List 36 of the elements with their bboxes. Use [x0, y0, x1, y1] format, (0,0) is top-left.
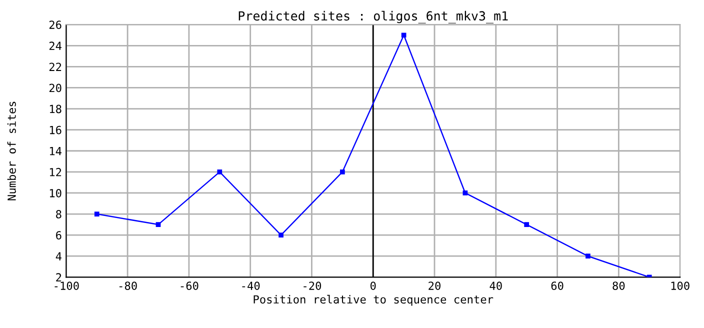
- point: [94, 212, 100, 216]
- x-tick-label: -80: [119, 282, 137, 290]
- x-tick-label: 60: [551, 282, 564, 290]
- y-tick-label: 16: [50, 126, 62, 134]
- point: [586, 254, 590, 259]
- x-tick-label: 40: [490, 282, 502, 290]
- y-tick-label: 6: [56, 231, 62, 240]
- x-axis-title: Position relative to sequence center: [254, 294, 494, 306]
- x-tick-label: -40: [242, 282, 260, 290]
- point: [278, 232, 284, 238]
- x-tick-label: 20: [428, 282, 440, 290]
- y-tick-label: 24: [49, 42, 62, 50]
- x-tick-label: -100: [54, 282, 79, 290]
- point: [401, 32, 406, 38]
- y-tick-label: 2: [56, 273, 62, 282]
- y-tick-label: 12: [50, 168, 62, 176]
- y-tick-label: 18: [50, 104, 62, 114]
- point: [340, 169, 345, 174]
- y-tick-label: 22: [49, 62, 62, 71]
- point: [156, 222, 161, 227]
- y-tick-label: 20: [49, 84, 62, 92]
- y-axis-title: Number of sites: [7, 102, 16, 200]
- x-tick-label: -20: [304, 282, 322, 290]
- y-tick-label: 10: [50, 188, 62, 198]
- y-tick-label: 8: [56, 210, 62, 218]
- x-tick-label: 0: [370, 282, 376, 290]
- point: [217, 169, 222, 174]
- chart-title: Predicted sites : oligos_6nt_mkv3_m1: [238, 10, 508, 24]
- y-tick-label: 14: [50, 147, 62, 156]
- point: [462, 190, 468, 196]
- point: [524, 222, 530, 227]
- y-tick-label: 4: [56, 252, 62, 260]
- x-tick-label: 100: [671, 282, 690, 290]
- y-tick-label: 26: [49, 20, 62, 30]
- x-tick-label: 80: [612, 282, 625, 290]
- x-tick-label: -60: [180, 282, 198, 290]
